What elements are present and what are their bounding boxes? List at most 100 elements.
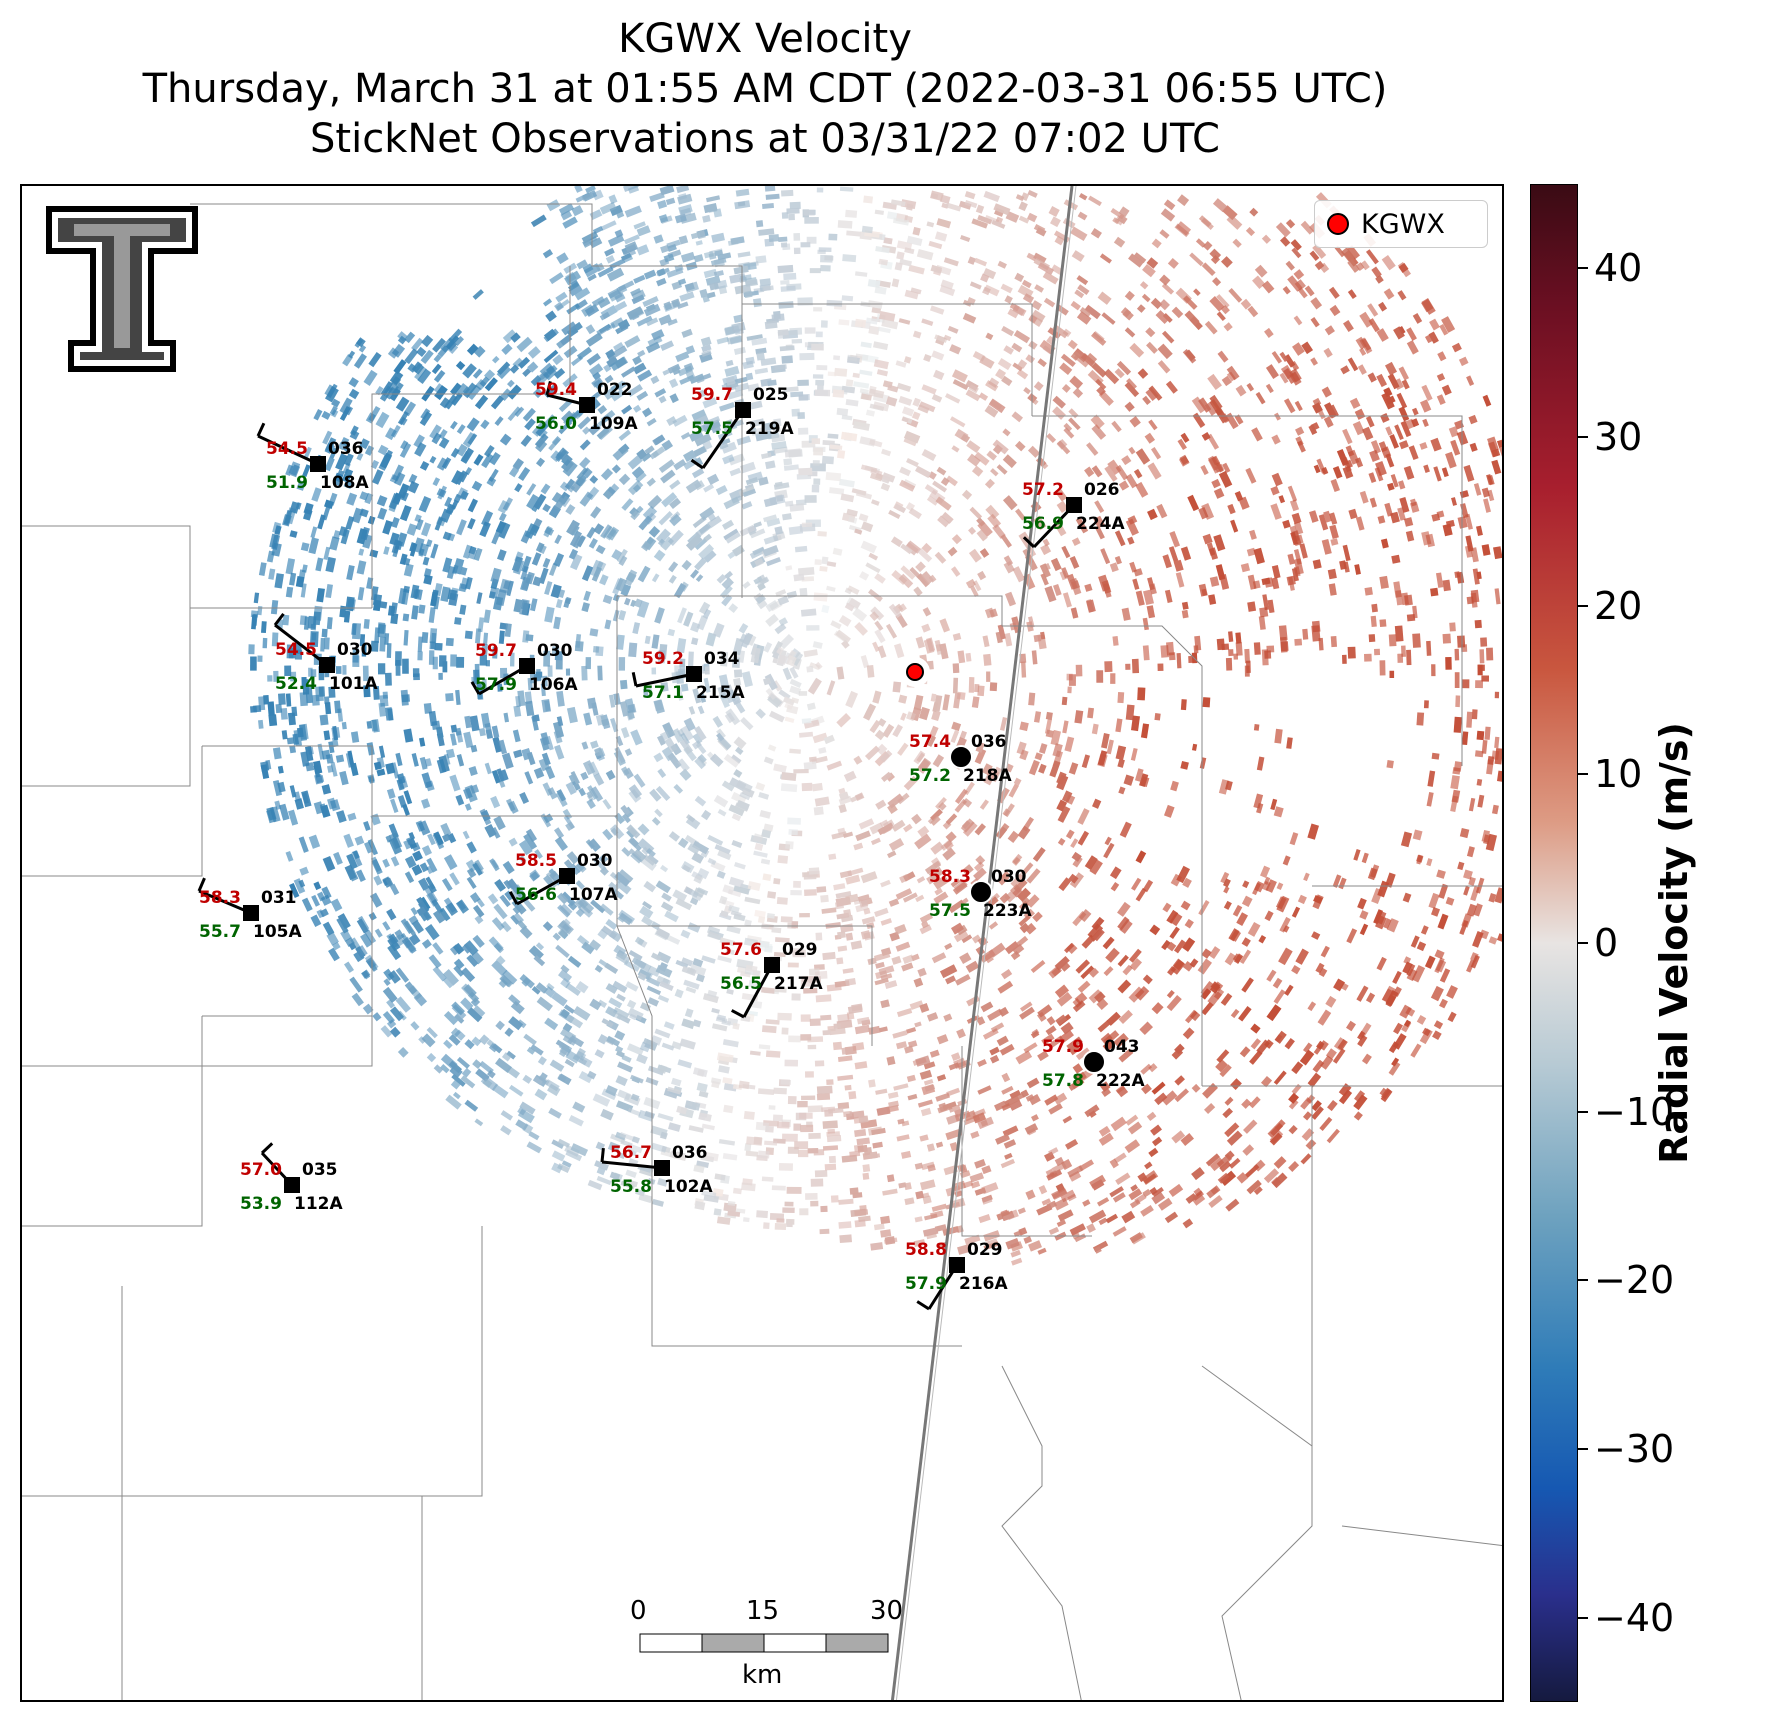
radar-marker-icon (1327, 213, 1349, 235)
station-dewpoint: 51.9 (266, 473, 308, 493)
station-wind-direction: 029 (782, 940, 818, 960)
wind-barb-flag-icon (631, 671, 638, 687)
wind-barb-flag-icon (273, 612, 285, 626)
station-dewpoint: 56.9 (1022, 514, 1064, 534)
wind-barb-flag-icon (545, 381, 552, 396)
station-219A[interactable]: 59.7 025 57.5 219A (690, 385, 794, 470)
station-217A[interactable]: 57.6 029 56.5 217A (720, 940, 823, 1019)
colorbar-tick-label: 0 (1594, 921, 1619, 965)
station-107A[interactable]: 58.5 030 56.6 107A (508, 851, 618, 906)
colorbar-tick (1578, 436, 1588, 438)
station-dewpoint: 56.0 (535, 414, 577, 434)
map-legend: KGWX (1314, 200, 1488, 248)
station-id: 108A (320, 473, 369, 493)
station-dewpoint: 55.7 (199, 922, 241, 942)
colorbar-tick-label: 40 (1594, 246, 1643, 291)
station-dewpoint: 57.9 (475, 675, 517, 695)
station-dewpoint: 57.1 (642, 683, 684, 703)
scale-tick-15: 15 (746, 1596, 780, 1626)
station-wind-direction: 026 (1084, 480, 1120, 500)
station-temperature: 57.4 (909, 732, 951, 752)
colorbar-tick-label: 10 (1594, 752, 1643, 797)
kgwx-radar-site[interactable] (900, 657, 930, 687)
station-id: 101A (329, 674, 378, 694)
station-temperature: 58.5 (515, 851, 557, 871)
station-105A[interactable]: 58.3 031 55.7 105A (197, 877, 302, 942)
radar-map[interactable]: 59.4 022 56.0 109A 54.5 036 51.9 108A 59.7 025 57.… (20, 184, 1504, 1702)
station-wind-direction: 030 (577, 851, 613, 871)
wind-barb-icon (198, 889, 252, 915)
station-id: 109A (589, 414, 638, 434)
station-dewpoint: 57.5 (929, 901, 971, 921)
wind-barb-icon (274, 623, 328, 667)
station-id: 224A (1076, 514, 1125, 534)
colorbar-tick (1578, 1110, 1588, 1113)
station-109A[interactable]: 59.4 022 56.0 109A (535, 380, 638, 434)
station-218A[interactable]: 57.4 036 57.2 218A (909, 732, 1012, 786)
station-216A[interactable]: 58.8 029 57.9 216A (905, 1240, 1008, 1311)
station-id: 112A (294, 1194, 343, 1214)
station-wind-direction: 036 (971, 732, 1007, 752)
station-dewpoint: 52.4 (275, 674, 317, 694)
colorbar-tick (1578, 1279, 1588, 1282)
station-temperature: 59.4 (535, 380, 577, 400)
station-102A[interactable]: 56.7 036 55.8 102A (600, 1143, 713, 1197)
station-square-icon (519, 658, 535, 674)
station-id: 219A (745, 419, 794, 439)
station-square-icon (319, 657, 335, 673)
texas-tech-logo (42, 202, 202, 382)
colorbar-label: Radial Velocity (m/s) (1652, 722, 1696, 1164)
station-id: 106A (529, 675, 578, 695)
station-square-icon (1066, 497, 1082, 513)
double-t-logo-icon (46, 206, 198, 372)
station-wind-direction: 035 (302, 1160, 338, 1180)
station-101A[interactable]: 54.5 030 52.4 101A (273, 612, 378, 694)
wind-barb-flag-icon (470, 681, 481, 695)
wind-barb-icon (601, 1160, 663, 1170)
colorbar-tick (1578, 267, 1588, 270)
station-id: 222A (1096, 1071, 1145, 1091)
station-wind-direction: 022 (597, 380, 633, 400)
station-square-icon (579, 397, 595, 413)
colorbar-tick-label: −10 (1594, 1089, 1675, 1134)
station-temperature: 56.7 (610, 1143, 652, 1163)
wind-barb-icon (742, 964, 774, 1018)
wind-barb-flag-icon (600, 1147, 605, 1163)
scale-bar (639, 1633, 889, 1653)
station-106A[interactable]: 59.7 030 57.9 106A (470, 641, 579, 696)
station-wind-direction: 030 (537, 641, 573, 661)
station-temperature: 54.5 (275, 640, 317, 660)
colorbar-gradient (1530, 184, 1578, 1702)
colorbar-tick (1578, 604, 1588, 607)
station-222A[interactable]: 57.9 043 57.8 222A (1042, 1037, 1145, 1091)
station-wind-direction: 030 (337, 640, 373, 660)
colorbar: 40 30 20 10 0 −10 −20 −30 −40 (1530, 184, 1674, 1702)
colorbar-tick (1578, 942, 1588, 944)
station-circle-icon (949, 745, 973, 769)
station-wind-direction: 029 (967, 1240, 1003, 1260)
station-224A[interactable]: 57.2 026 56.9 224A (1022, 480, 1125, 549)
colorbar-tick-label: 30 (1594, 415, 1643, 459)
station-dewpoint: 57.2 (909, 766, 951, 786)
station-wind-direction: 031 (261, 888, 297, 908)
title-line-1: KGWX Velocity (618, 16, 912, 62)
county-boundaries (22, 203, 1502, 1700)
wind-barb-icon (257, 434, 319, 466)
state-boundary (890, 186, 1074, 1700)
station-temperature: 58.3 (199, 888, 241, 908)
station-id: 218A (963, 766, 1012, 786)
station-dewpoint: 57.9 (905, 1274, 947, 1294)
station-wind-direction: 025 (753, 385, 789, 405)
station-223A[interactable]: 58.3 030 57.5 223A (929, 867, 1032, 921)
station-square-icon (243, 905, 259, 921)
station-square-icon (310, 456, 326, 472)
station-108A[interactable]: 54.5 036 51.9 108A (256, 422, 369, 493)
station-id: 105A (253, 922, 302, 942)
station-circle-icon (1082, 1050, 1106, 1074)
colorbar-tick (1578, 1616, 1588, 1619)
station-temperature: 59.7 (691, 385, 733, 405)
wind-barb-icon (516, 874, 568, 906)
station-112A[interactable]: 57.0 035 53.9 112A (240, 1142, 343, 1214)
colorbar-tick-label: −20 (1594, 1258, 1675, 1303)
station-215A[interactable]: 59.2 034 57.1 215A (631, 649, 745, 703)
